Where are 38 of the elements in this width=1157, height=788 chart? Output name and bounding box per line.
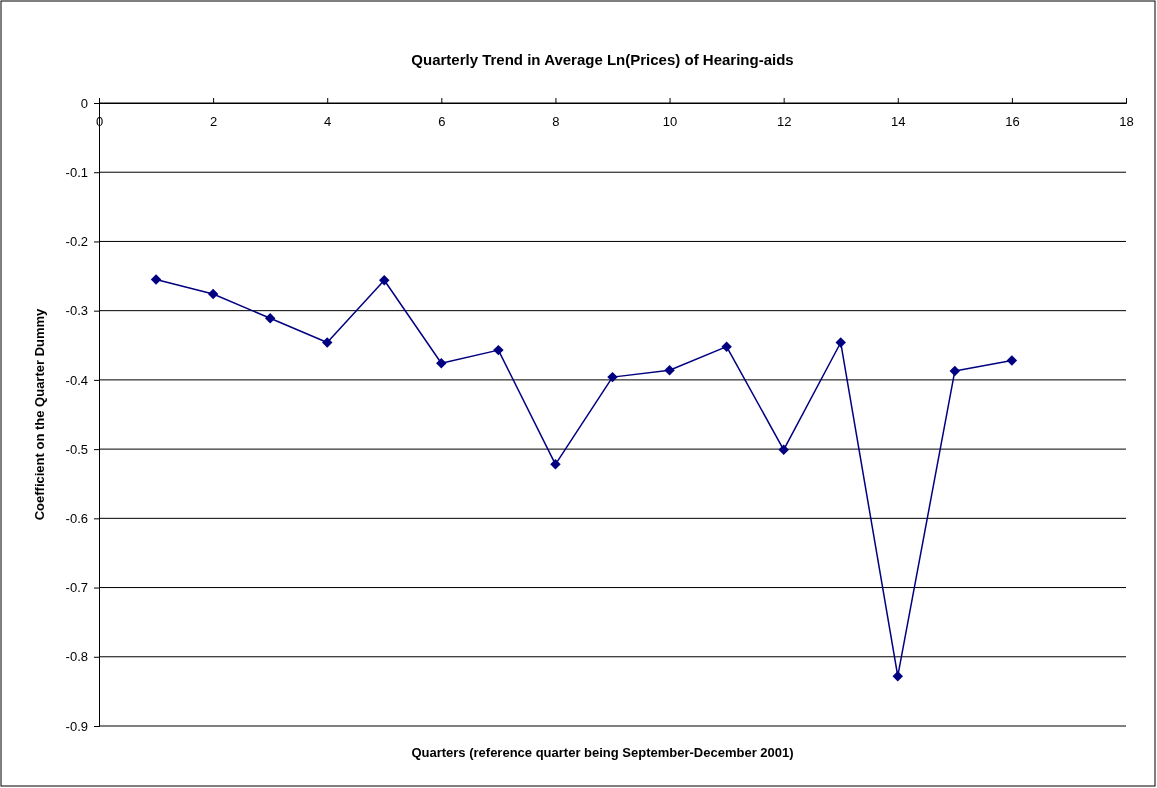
point xyxy=(1006,355,1018,366)
point xyxy=(379,274,390,286)
point xyxy=(892,670,904,682)
y-axis-title: Coefficient on the Quarter Dummy xyxy=(32,307,47,521)
x-tick-label: 16 xyxy=(1005,114,1020,130)
x-tick-label: 14 xyxy=(891,114,906,130)
x-tick-label: 8 xyxy=(552,114,560,130)
point xyxy=(321,337,333,348)
y-tick-label: 0 xyxy=(80,95,88,111)
point xyxy=(264,313,276,324)
point xyxy=(550,459,561,470)
x-tick-label: 4 xyxy=(324,114,332,130)
y-tick-label: -0.3 xyxy=(65,303,88,319)
x-tick-label: 6 xyxy=(438,114,446,130)
chart-title: Quarterly Trend in Average Ln(Prices) of Hearing-aids xyxy=(411,51,794,68)
y-tick-label: -0.9 xyxy=(65,718,88,734)
y-tick-label: -0.4 xyxy=(65,372,88,388)
point xyxy=(493,344,504,356)
y-tick-label: -0.1 xyxy=(65,164,88,180)
point xyxy=(778,444,789,456)
point xyxy=(721,341,732,352)
point xyxy=(664,364,675,376)
y-tick-label: -0.5 xyxy=(65,441,88,457)
y-tick-label: -0.6 xyxy=(65,510,88,526)
x-tick-label: 10 xyxy=(662,114,678,130)
point xyxy=(207,288,219,300)
point xyxy=(607,371,618,383)
point xyxy=(436,358,447,369)
x-tick-label: 2 xyxy=(209,114,218,130)
y-tick-label: -0.7 xyxy=(65,580,88,596)
x-tick-label: 12 xyxy=(776,114,792,130)
y-tick-label: -0.8 xyxy=(65,649,88,665)
y-tick-label: -0.2 xyxy=(65,234,88,250)
point xyxy=(150,274,162,285)
point xyxy=(949,365,961,377)
x-tick-label: 18 xyxy=(1119,114,1134,130)
point xyxy=(835,337,846,348)
x-axis-title: Quarters (reference quarter being September-December 2001) xyxy=(411,745,794,760)
